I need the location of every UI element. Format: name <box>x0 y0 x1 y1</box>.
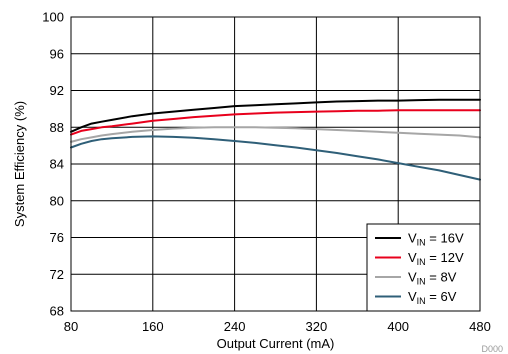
legend-label: VIN = 12V <box>408 250 464 267</box>
y-tick-label: 88 <box>50 120 64 135</box>
y-tick-label: 84 <box>50 157 64 172</box>
y-tick-label: 100 <box>42 10 64 25</box>
x-tick-label: 240 <box>224 319 246 334</box>
series-line <box>70 109 481 136</box>
x-tick-label: 160 <box>142 319 164 334</box>
y-tick-label: 96 <box>50 46 64 61</box>
series-lines <box>70 98 481 181</box>
y-tick-label: 68 <box>50 304 64 319</box>
x-tick-label: 480 <box>469 319 491 334</box>
y-tick-label: 92 <box>50 83 64 98</box>
series-line <box>70 98 481 133</box>
legend-label: VIN = 6V <box>408 289 457 306</box>
x-tick-labels: 80 160 240 320 400 480 <box>64 319 491 334</box>
y-tick-labels: 68 72 76 80 84 88 92 96 100 <box>42 10 64 319</box>
series-line <box>70 126 481 143</box>
legend-label: VIN = 8V <box>408 270 457 287</box>
legend: VIN = 16V VIN = 12V VIN = 8V VIN = 6V <box>366 223 481 312</box>
x-axis-label: Output Current (mA) <box>217 336 335 351</box>
y-tick-label: 76 <box>50 230 64 245</box>
y-axis-label: System Efficiency (%) <box>12 101 27 227</box>
x-tick-label: 80 <box>64 319 78 334</box>
x-tick-label: 320 <box>306 319 328 334</box>
y-tick-label: 72 <box>50 267 64 282</box>
y-tick-label: 80 <box>50 193 64 208</box>
plot-border <box>70 16 481 312</box>
x-tick-label: 400 <box>387 319 409 334</box>
watermark-label: D000 <box>481 344 503 354</box>
series-line <box>70 135 481 181</box>
legend-label: VIN = 16V <box>408 231 464 248</box>
